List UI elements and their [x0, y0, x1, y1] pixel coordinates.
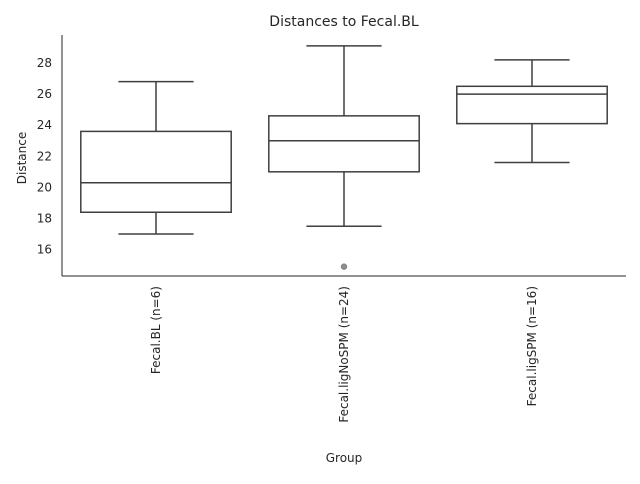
box-iqr: [80, 130, 232, 214]
box-outlier: [340, 263, 348, 270]
y-tick-label: 28: [37, 56, 52, 70]
x-tick-label: Fecal.ligNoSPM (n=24): [337, 286, 351, 423]
x-tick-label: Fecal.BL (n=6): [149, 286, 163, 374]
y-tick-label: 24: [37, 118, 52, 132]
box-group: [268, 45, 420, 270]
y-tick-label: 18: [37, 211, 52, 225]
box-group: [456, 59, 608, 164]
y-tick-label: 26: [37, 87, 52, 101]
axes-layer: 16 18 20 22 24 26 28 Fecal.BL (n=6) Fecal.ligNoS…: [37, 35, 626, 423]
y-axis-label: Distance: [15, 132, 29, 184]
labels-layer: Distances to Fecal.BL Group Distance: [15, 14, 419, 465]
y-tick-label: 20: [37, 180, 52, 194]
chart-title: Distances to Fecal.BL: [269, 14, 419, 30]
box-iqr: [456, 85, 608, 125]
boxes-layer: [80, 45, 608, 270]
y-tick-label: 16: [37, 243, 52, 257]
box-group: [80, 80, 232, 235]
x-tick-label: Fecal.ligSPM (n=16): [525, 286, 539, 406]
box-iqr: [268, 115, 420, 173]
y-tick-label: 22: [37, 149, 52, 163]
x-axis-label: Group: [326, 451, 363, 465]
